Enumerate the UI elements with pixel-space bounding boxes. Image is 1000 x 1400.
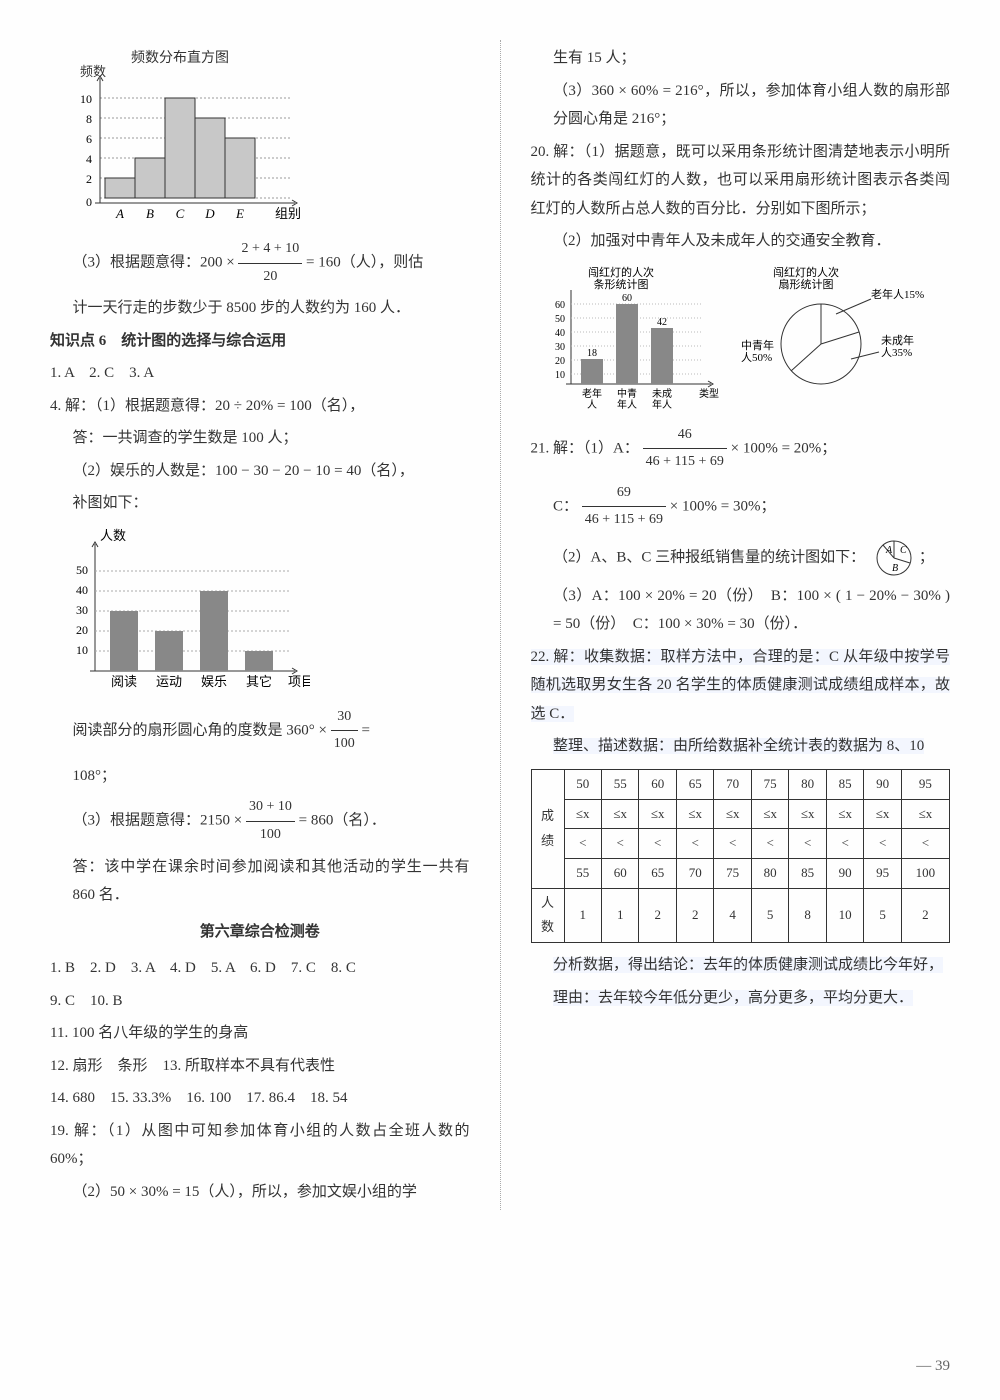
svg-text:2: 2 bbox=[86, 172, 92, 186]
svg-text:B: B bbox=[146, 206, 154, 221]
q4-1b: 答：一共调查的学生数是 100 人； bbox=[50, 424, 470, 453]
svg-text:60: 60 bbox=[622, 293, 632, 304]
svg-text:40: 40 bbox=[555, 328, 565, 339]
svg-text:未成年: 未成年 bbox=[881, 333, 914, 347]
r21-1: 21. 解：（1）A： 4646 + 115 + 69 × 100% = 20%… bbox=[531, 422, 951, 476]
test-title: 第六章综合检测卷 bbox=[50, 918, 470, 947]
svg-text:闯红灯的人次: 闯红灯的人次 bbox=[773, 265, 839, 279]
q4-5: 答：该中学在课余时间参加阅读和其他活动的学生一共有 860 名． bbox=[50, 853, 470, 910]
svg-text:30: 30 bbox=[76, 603, 88, 617]
svg-text:中青: 中青 bbox=[617, 387, 637, 400]
section6-title: 知识点 6 统计图的选择与综合运用 bbox=[50, 327, 470, 356]
p-step3: （3）根据题意得：200 × 2 + 4 + 1020 = 160（人），则估 bbox=[50, 236, 470, 290]
svg-text:年人: 年人 bbox=[617, 398, 637, 411]
q4-2b: 补图如下： bbox=[50, 489, 470, 518]
r1: 生有 15 人； bbox=[531, 44, 951, 73]
r22-1: 22. 解：收集数据：取样方法中，合理的是：C 从年级中按学号随机选取男女生各 … bbox=[531, 643, 951, 729]
q4-4: （3）根据题意得：2150 × 30 + 10100 = 860（名）． bbox=[50, 794, 470, 848]
score-table: 成 绩 5055 6065 7075 8085 9095 ≤x≤x ≤x≤x ≤… bbox=[531, 769, 951, 943]
histogram-chart: 频数分布直方图 频数 0 2 4 6 8 10 A B C D E 组别 bbox=[50, 48, 470, 228]
bar-chart-2: 人数 10 20 30 40 50 阅读 运动 娱乐 其它 项目 bbox=[50, 526, 470, 696]
svg-text:A: A bbox=[885, 545, 893, 556]
svg-text:10: 10 bbox=[80, 92, 92, 106]
t19-2: （2）50 × 30% = 15（人），所以，参加文娱小组的学 bbox=[50, 1178, 470, 1207]
ans-line1: 1. A 2. C 3. A bbox=[50, 359, 470, 388]
svg-text:A: A bbox=[115, 206, 124, 221]
svg-text:人数: 人数 bbox=[100, 528, 126, 543]
svg-text:42: 42 bbox=[657, 317, 667, 328]
svg-text:B: B bbox=[892, 563, 898, 574]
left-column: 频数分布直方图 频数 0 2 4 6 8 10 A B C D E 组别 （3）… bbox=[50, 40, 470, 1210]
r22-3: 分析数据，得出结论：去年的体质健康测试成绩比今年好， bbox=[531, 951, 951, 980]
t12: 12. 扇形 条形 13. 所取样本不具有代表性 bbox=[50, 1052, 470, 1081]
svg-text:老年: 老年 bbox=[582, 387, 602, 400]
svg-text:D: D bbox=[204, 206, 215, 221]
r21-3: （3）A：100 × 20% = 20（份） B：100 × ( 1 − 20%… bbox=[531, 582, 951, 639]
right-column: 生有 15 人； （3）360 × 60% = 216°，所以，参加体育小组人数… bbox=[531, 40, 951, 1210]
q4-2: （2）娱乐的人数是：100 − 30 − 20 − 10 = 40（名）， bbox=[50, 457, 470, 486]
t11: 11. 100 名八年级的学生的身高 bbox=[50, 1019, 470, 1048]
svg-text:类型: 类型 bbox=[699, 387, 719, 400]
svg-text:E: E bbox=[235, 206, 244, 221]
svg-text:老年人15%: 老年人15% bbox=[871, 287, 924, 301]
t14: 14. 680 15. 33.3% 16. 100 17. 86.4 18. 5… bbox=[50, 1084, 470, 1113]
svg-text:10: 10 bbox=[555, 370, 565, 381]
r22-4: 理由：去年较今年低分更少，高分更多，平均分更大． bbox=[531, 984, 951, 1013]
svg-text:闯红灯的人次: 闯红灯的人次 bbox=[588, 265, 654, 279]
p2: 计一天行走的步数少于 8500 步的人数约为 160 人． bbox=[50, 294, 470, 323]
r2: （3）360 × 60% = 216°，所以，参加体育小组人数的扇形部分圆心角是… bbox=[531, 77, 951, 134]
svg-text:8: 8 bbox=[86, 112, 92, 126]
svg-text:20: 20 bbox=[555, 356, 565, 367]
r22-2: 整理、描述数据：由所给数据补全统计表的数据为 8、10 bbox=[531, 732, 951, 761]
svg-text:条形统计图: 条形统计图 bbox=[593, 277, 648, 291]
svg-text:0: 0 bbox=[86, 195, 92, 209]
svg-text:其它: 其它 bbox=[246, 674, 272, 689]
svg-text:40: 40 bbox=[76, 583, 88, 597]
svg-text:4: 4 bbox=[86, 152, 92, 166]
q4-1: 4. 解：（1）根据题意得：20 ÷ 20% = 100（名）， bbox=[50, 392, 470, 421]
svg-text:50: 50 bbox=[76, 563, 88, 577]
q4-3: 阅读部分的扇形圆心角的度数是 360° × 30100 = bbox=[50, 704, 470, 758]
svg-text:C: C bbox=[900, 545, 907, 556]
svg-text:50: 50 bbox=[555, 314, 565, 325]
svg-text:10: 10 bbox=[76, 643, 88, 657]
r20-2: （2）加强对中青年人及未成年人的交通安全教育． bbox=[531, 227, 951, 256]
svg-text:C: C bbox=[176, 206, 185, 221]
chart1-title: 频数分布直方图 bbox=[131, 49, 229, 66]
svg-text:60: 60 bbox=[555, 300, 565, 311]
page-number: — 39 bbox=[916, 1352, 950, 1381]
r20-1: 20. 解：（1）据题意，既可以采用条形统计图清楚地表示小明所统计的各类闯红灯的… bbox=[531, 138, 951, 224]
svg-text:20: 20 bbox=[76, 623, 88, 637]
svg-text:人50%: 人50% bbox=[741, 351, 772, 364]
svg-text:扇形统计图: 扇形统计图 bbox=[778, 277, 833, 291]
svg-text:项目: 项目 bbox=[288, 674, 310, 689]
svg-text:30: 30 bbox=[555, 342, 565, 353]
svg-text:年人: 年人 bbox=[652, 398, 672, 411]
svg-text:人35%: 人35% bbox=[881, 346, 912, 359]
svg-text:组别: 组别 bbox=[275, 206, 301, 221]
r21-2: （2）A、B、C 三种报纸销售量的统计图如下： A C B ； bbox=[531, 538, 951, 578]
t19-1: 19. 解：（1）从图中可知参加体育小组的人数占全班人数的 60%； bbox=[50, 1117, 470, 1174]
svg-text:中青年: 中青年 bbox=[741, 338, 774, 352]
svg-text:人: 人 bbox=[587, 399, 597, 411]
test-ans1: 1. B 2. D 3. A 4. D 5. A 6. D 7. C 8. C bbox=[50, 954, 470, 983]
svg-text:运动: 运动 bbox=[156, 674, 182, 689]
svg-text:18: 18 bbox=[587, 348, 597, 359]
svg-text:未成: 未成 bbox=[652, 388, 672, 400]
combined-chart: 闯红灯的人次 条形统计图 10 20 30 40 50 60 18 60 42 … bbox=[531, 264, 951, 414]
q4-3b: 108°； bbox=[50, 762, 470, 791]
r21-c: C： 6946 + 115 + 69 × 100% = 30%； bbox=[531, 480, 951, 534]
chart1-ylabel: 频数 bbox=[80, 64, 106, 79]
svg-text:娱乐: 娱乐 bbox=[201, 674, 227, 689]
test-ans2: 9. C 10. B bbox=[50, 987, 470, 1016]
svg-text:阅读: 阅读 bbox=[111, 674, 137, 689]
svg-text:6: 6 bbox=[86, 132, 92, 146]
